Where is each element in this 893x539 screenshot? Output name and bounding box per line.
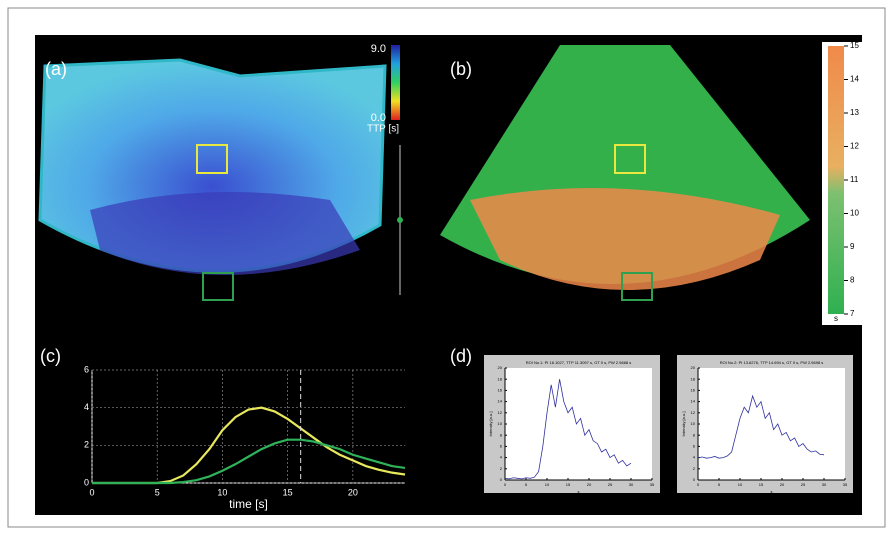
panel-label: (a) xyxy=(45,59,67,79)
colorbar-max: 9.0 xyxy=(371,43,386,55)
x-tick-label: 15 xyxy=(566,482,571,487)
x-axis-label: s xyxy=(771,489,773,494)
x-tick-label: 15 xyxy=(759,482,764,487)
x-tick-label: 10 xyxy=(738,482,743,487)
y-tick-label: 0 xyxy=(84,477,89,487)
x-tick-label: 30 xyxy=(822,482,827,487)
y-tick-label: 10 xyxy=(498,421,503,426)
y-axis-label: Intensity [a.u.] xyxy=(488,412,493,437)
slider-knob xyxy=(397,217,403,223)
y-tick-label: 20 xyxy=(691,365,696,370)
colorbar-tick-label: 10 xyxy=(850,209,859,218)
x-tick-label: 10 xyxy=(217,487,227,497)
y-tick-label: 20 xyxy=(498,365,503,370)
colorbar-min: 0.0 xyxy=(371,112,386,124)
x-tick-label: 20 xyxy=(780,482,785,487)
colorbar-tick-label: 7 xyxy=(850,309,855,318)
y-tick-label: 6 xyxy=(84,364,89,374)
y-tick-label: 18 xyxy=(498,376,503,381)
x-tick-label: 30 xyxy=(629,482,634,487)
x-tick-label: 25 xyxy=(608,482,613,487)
colorbar-tick-label: 15 xyxy=(850,41,859,50)
plot-title: ROI No.1: PI 16.1027, TTP 11.3097 s, GT … xyxy=(526,360,632,365)
plot-title: ROI No.2: PI 13.6276, TTP 14.694 s, GT 0… xyxy=(720,360,824,365)
x-tick-label: 20 xyxy=(348,487,358,497)
x-tick-label: 15 xyxy=(283,487,293,497)
y-tick-label: 16 xyxy=(498,387,503,392)
y-tick-label: 12 xyxy=(691,410,696,415)
colorbar-tick-label: 11 xyxy=(850,175,859,184)
plot-area xyxy=(698,368,845,480)
x-axis-label: s xyxy=(578,489,580,494)
y-tick-label: 18 xyxy=(691,376,696,381)
colorbar-tick-label: 8 xyxy=(850,276,855,285)
colorbar-tick-label: 9 xyxy=(850,242,855,251)
colorbar-tick-label: 12 xyxy=(850,142,859,151)
x-tick-label: 0 xyxy=(89,487,94,497)
x-tick-label: 35 xyxy=(650,482,655,487)
y-tick-label: 4 xyxy=(84,402,89,412)
y-tick-label: 10 xyxy=(691,421,696,426)
panel-label: (c) xyxy=(40,346,61,366)
colorbar-unit: s xyxy=(834,314,838,323)
x-tick-label: 35 xyxy=(843,482,848,487)
x-tick-label: 10 xyxy=(545,482,550,487)
x-tick-label: 5 xyxy=(155,487,160,497)
page: (a) 9.0 0.0 TTP [s] (b) s (c) (d) 7 8 9 10 1… xyxy=(0,0,893,539)
panel-label: (d) xyxy=(450,346,472,366)
x-axis-label: time [s] xyxy=(229,497,268,511)
colorbar-b xyxy=(828,46,844,314)
y-tick-label: 12 xyxy=(498,410,503,415)
figure: (a) 9.0 0.0 TTP [s] (b) s (c) (d) 7 8 9 10 1… xyxy=(0,0,893,534)
colorbar-title: TTP [s] xyxy=(367,124,399,135)
colorbar-tick-label: 14 xyxy=(850,75,859,84)
x-tick-label: 25 xyxy=(801,482,806,487)
colorbar-a xyxy=(391,45,400,120)
panel-label: (b) xyxy=(450,59,472,79)
y-tick-label: 16 xyxy=(691,387,696,392)
y-tick-label: 14 xyxy=(691,399,696,404)
colorbar-tick-label: 13 xyxy=(850,108,859,117)
plot-area xyxy=(505,368,652,480)
y-tick-label: 2 xyxy=(84,440,89,450)
y-tick-label: 14 xyxy=(498,399,503,404)
y-axis-label: Intensity [a.u.] xyxy=(681,412,686,437)
x-tick-label: 20 xyxy=(587,482,592,487)
